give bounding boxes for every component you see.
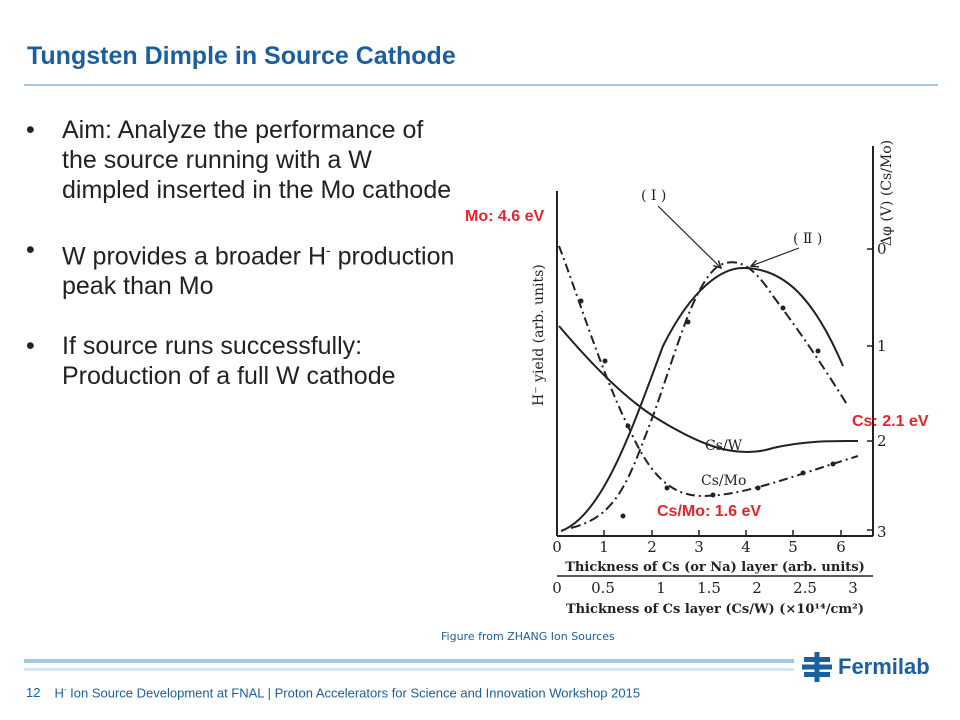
bullet-dot: •: [26, 332, 35, 361]
title-divider: [24, 84, 938, 86]
x-tick-bottom-3: 1.5: [697, 579, 721, 597]
logo-wordmark: Fermilab: [838, 654, 930, 679]
bullet-superscript: -: [326, 242, 331, 258]
bullet-dot: •: [26, 236, 35, 264]
y-axis-label-left: H⁻ yield (arb. units): [531, 264, 547, 406]
curve-label-i: ( I ): [641, 188, 666, 204]
x-tick-top-6: 6: [836, 538, 846, 556]
x-tick-bottom-0: 0: [552, 579, 562, 597]
right-ticks: [867, 248, 873, 531]
x-axis-label-bottom: Thickness of Cs layer (Cs/W) (×10¹⁴/cm²): [566, 602, 864, 617]
bullet-item-w-broader: • W provides a broader H- production pea…: [26, 235, 456, 301]
curve-label-cs-w: Cs/W: [705, 438, 743, 454]
x-tick-top-5: 5: [788, 538, 798, 556]
x-tick-top-0: 0: [552, 538, 562, 556]
x-tick-bottom-2: 1: [656, 579, 666, 597]
pointer-ii: [751, 247, 800, 266]
x-tick-bottom-6: 3: [848, 579, 858, 597]
footer-divider-light: [24, 668, 794, 671]
right-tick-0: 0: [877, 240, 887, 258]
footer-text-a: H: [54, 685, 64, 701]
fermilab-logo: Fermilab: [802, 651, 930, 683]
page-number: 12: [26, 685, 41, 701]
annotation-mo-work-function: Mo: 4.6 eV: [465, 208, 544, 225]
curve-markers: [578, 298, 836, 519]
x-ticks-top: [556, 530, 842, 536]
curve-label-ii: ( Ⅱ ): [793, 231, 822, 247]
curve-work-function-ii: [570, 261, 849, 529]
right-tick-2: 2: [877, 432, 887, 450]
y-axis-label-right: Δφ (V) (Cs/Mo): [879, 140, 895, 246]
figure-caption: Figure from ZHANG Ion Sources: [441, 630, 615, 643]
footer-text-b: Ion Source Development at FNAL | Proton …: [66, 685, 641, 701]
bullet-list: • Aim: Analyze the performance of the so…: [26, 115, 456, 421]
footer-divider: [24, 659, 794, 663]
x-tick-top-4: 4: [741, 538, 751, 556]
right-tick-3: 3: [877, 523, 887, 541]
bullet-dot: •: [26, 116, 35, 144]
scanned-figure: 0 1 2 3 0 1 2 3 4 5 6 Thickness of Cs (o…: [465, 140, 929, 617]
x-tick-top-1: 1: [599, 538, 609, 556]
curve-work-function-i: [560, 266, 844, 532]
curve-cs-mo-yield: [558, 245, 859, 498]
footer: 12 H- Ion Source Development at FNAL | Pr…: [26, 685, 640, 700]
pointer-i: [657, 205, 721, 268]
x-tick-bottom-4: 2: [752, 579, 762, 597]
footer-superscript: -: [63, 685, 67, 694]
bullet-item-aim: • Aim: Analyze the performance of the so…: [26, 115, 456, 205]
bullet-text-a: W provides a broader H: [62, 242, 327, 271]
bullet-text: If source runs successfully: Production …: [62, 332, 396, 391]
curve-label-cs-mo: Cs/Mo: [701, 473, 746, 489]
x-tick-top-2: 2: [647, 538, 657, 556]
annotation-cs-mo-work-function: Cs/Mo: 1.6 eV: [657, 503, 761, 520]
annotation-cs-work-function: Cs: 2.1 eV: [852, 413, 929, 430]
x-axis-label-top: Thickness of Cs (or Na) layer (arb. unit…: [565, 560, 864, 575]
curve-cs-w-yield: [558, 325, 859, 453]
x-tick-bottom-5: 2.5: [793, 579, 817, 597]
bullet-text-b: production peak than Mo: [62, 242, 455, 301]
right-tick-1: 1: [877, 337, 887, 355]
bullet-text: Aim: Analyze the performance of the sour…: [62, 116, 452, 204]
x-tick-bottom-1: 0.5: [591, 579, 615, 597]
x-tick-top-3: 3: [694, 538, 704, 556]
fermilab-logo-icon: [802, 652, 832, 682]
bullet-item-full-w: • If source runs successfully: Productio…: [26, 331, 456, 391]
slide-title: Tungsten Dimple in Source Cathode: [27, 42, 456, 70]
